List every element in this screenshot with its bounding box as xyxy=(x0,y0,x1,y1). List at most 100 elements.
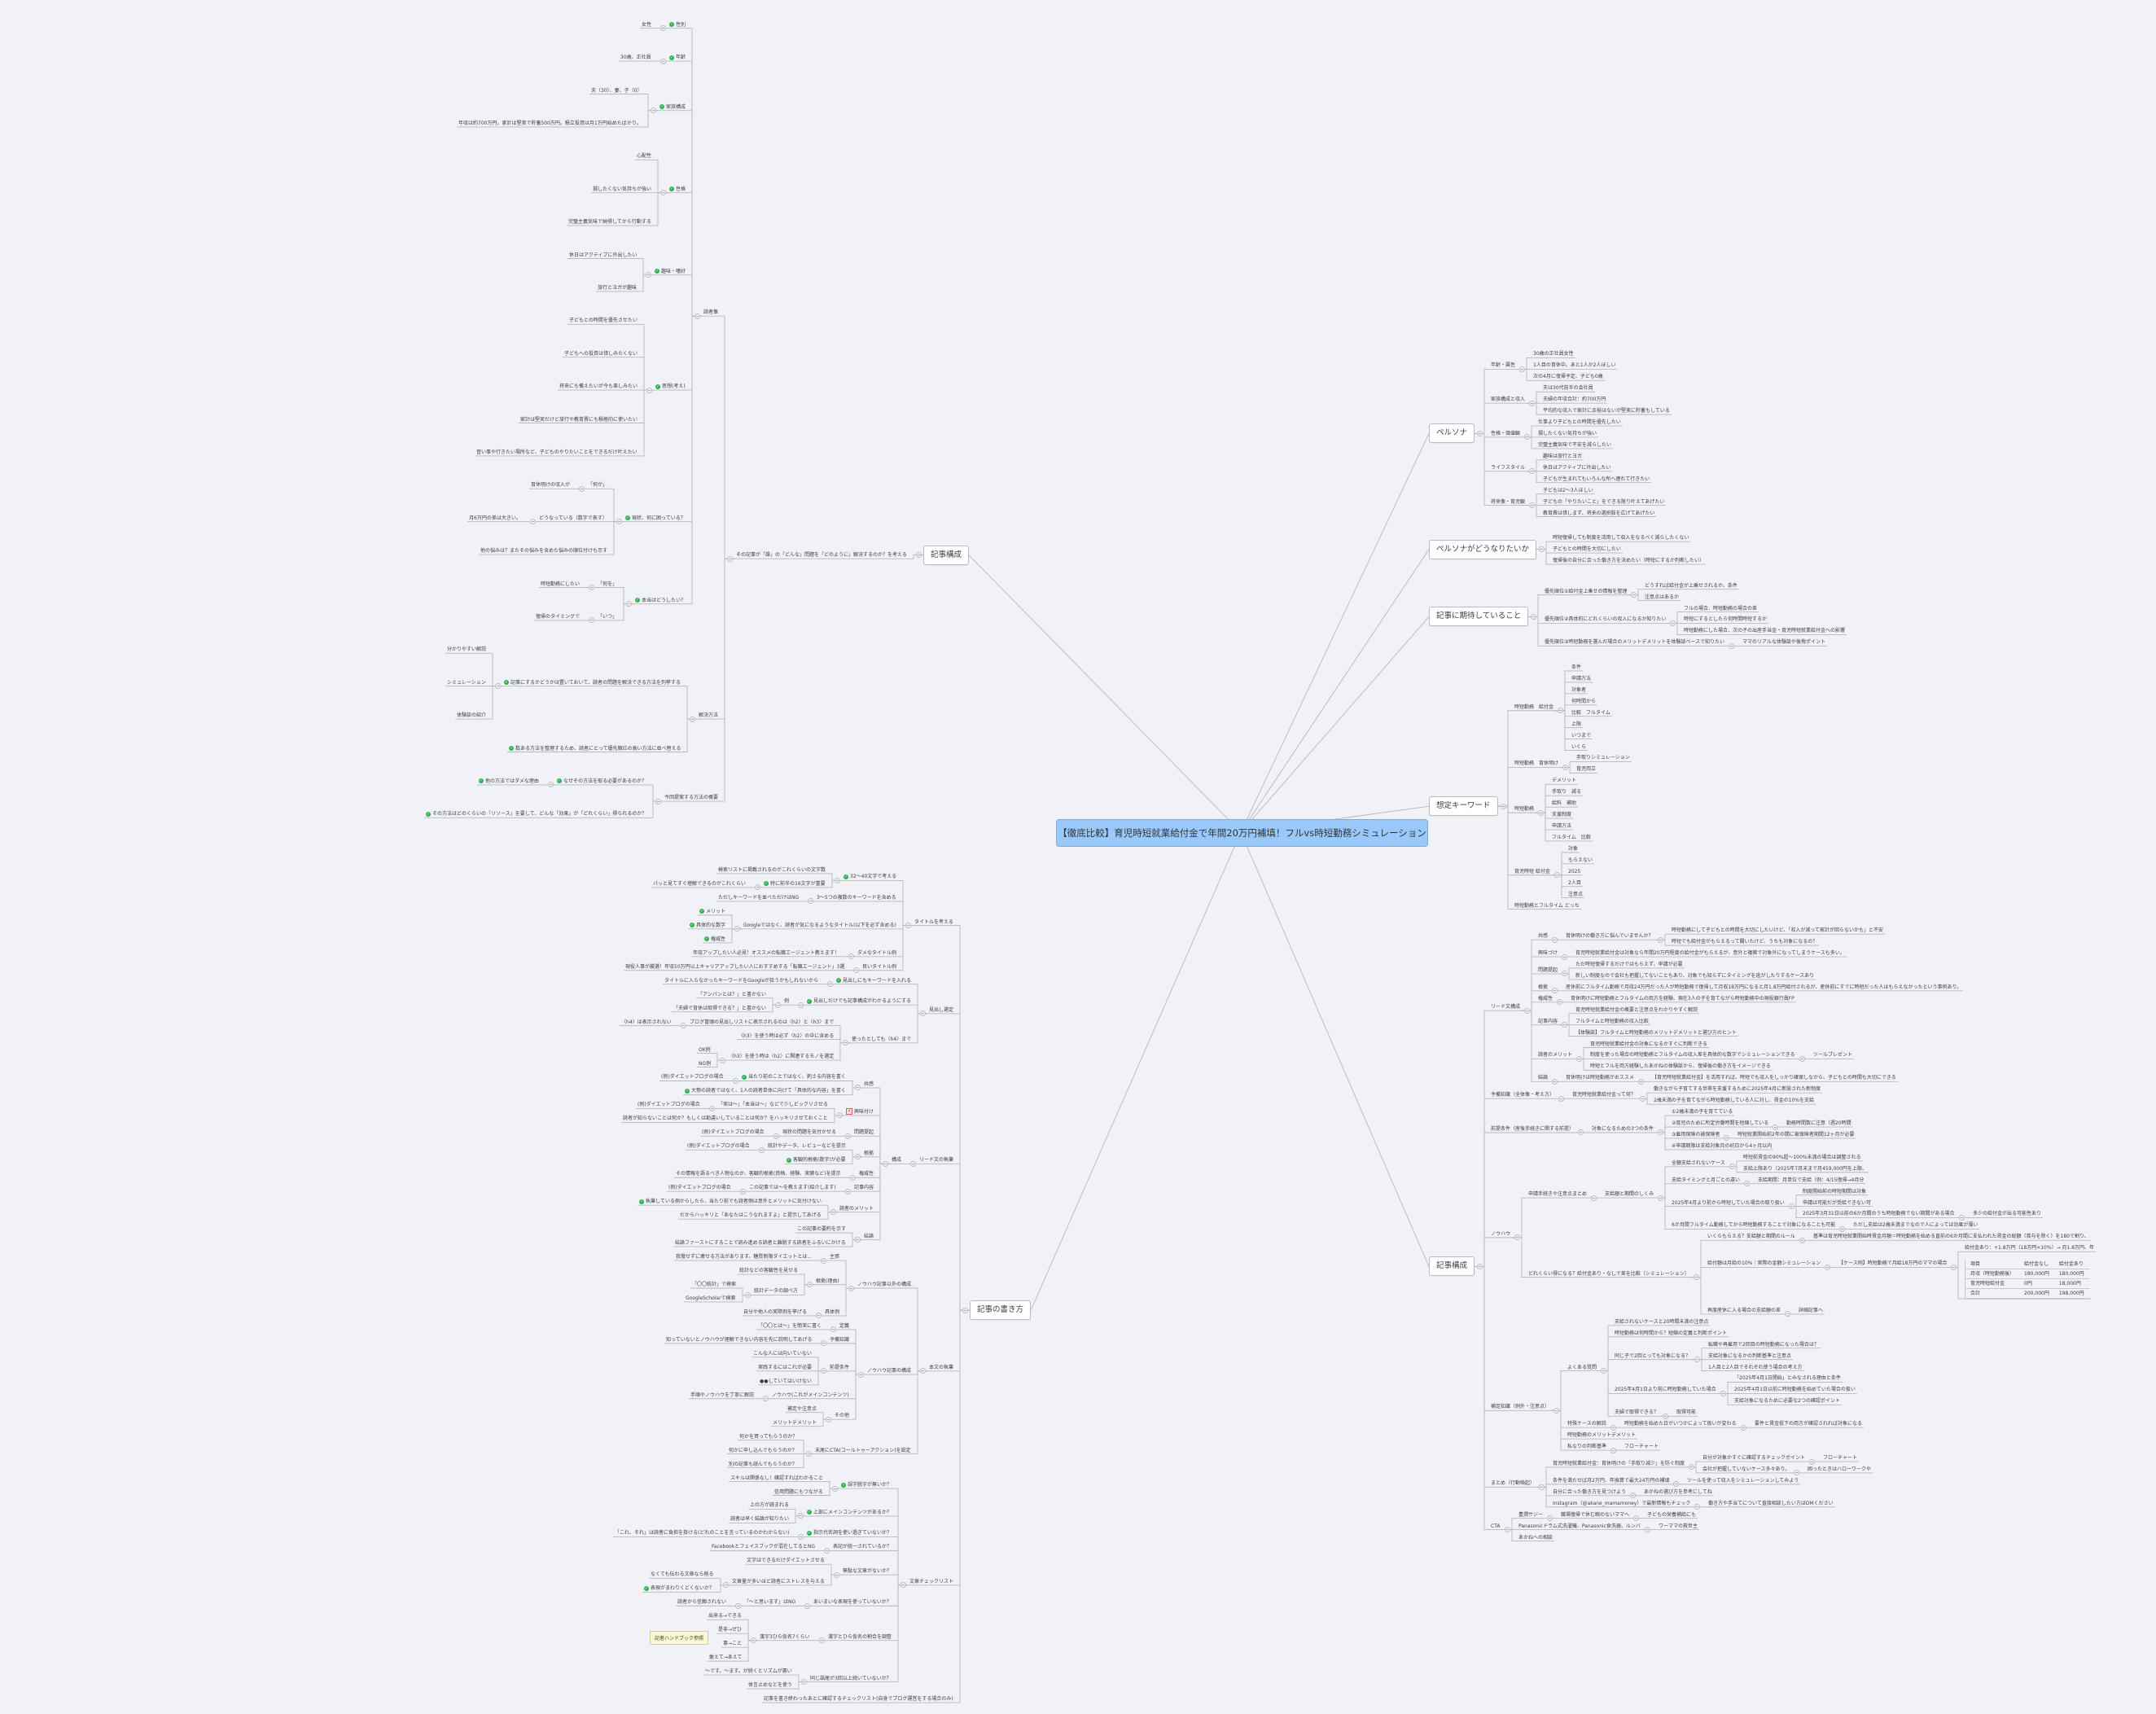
collapse-toggle-icon[interactable] xyxy=(689,716,695,722)
subtopic[interactable]: 家族構成と収入 xyxy=(1489,396,1527,403)
subtopic[interactable]: 記事を書き終わったあとに確認するチェックリスト(自身でブログ運営をする場合のみ) xyxy=(762,1695,955,1703)
subtopic[interactable]: フローチャート xyxy=(1821,1454,1859,1462)
subtopic[interactable]: 統計やデータ、レビューなどを提示 xyxy=(766,1142,848,1150)
subtopic[interactable]: フルタイム 比較 xyxy=(1550,834,1593,841)
subtopic[interactable]: あいまいな表現を使っていないか？ xyxy=(812,1598,893,1606)
branch-topic[interactable]: 記事構成 xyxy=(1429,1256,1475,1277)
collapse-toggle-icon[interactable] xyxy=(797,1002,804,1008)
collapse-toggle-icon[interactable] xyxy=(1590,1195,1597,1201)
subtopic[interactable]: 出来る→できる xyxy=(707,1612,743,1620)
subtopic[interactable]: 使ったとしても〈h4〉まで xyxy=(850,1036,913,1043)
subtopic[interactable]: ✓ 特に前半の16文字が重要 xyxy=(762,880,827,888)
collapse-toggle-icon[interactable] xyxy=(962,1307,968,1313)
collapse-toggle-icon[interactable] xyxy=(722,1582,729,1589)
collapse-toggle-icon[interactable] xyxy=(849,1174,856,1181)
collapse-toggle-icon[interactable] xyxy=(1610,1447,1616,1453)
collapse-toggle-icon[interactable] xyxy=(854,1154,861,1160)
subtopic[interactable]: 趣味は旅行とヨガ xyxy=(1541,453,1584,460)
collapse-toggle-icon[interactable] xyxy=(1694,1357,1700,1363)
subtopic[interactable]: 「〇〇とは〜」を簡潔に書く xyxy=(756,1322,823,1330)
subtopic[interactable]: その情報を語るべき人物なのか、客観的根拠(資格、経験、実績など)を提示 xyxy=(674,1170,843,1177)
collapse-toggle-icon[interactable] xyxy=(758,1146,765,1153)
subtopic[interactable]: 職場復帰で休む暇のないママへ xyxy=(1559,1511,1631,1519)
subtopic[interactable]: 勤務時間数に注意（週20時間 xyxy=(1785,1120,1853,1127)
subtopic[interactable]: 時短とフルを両方経験したあかねの体験談から、復帰後の働き方をイメージできる xyxy=(1589,1063,1773,1070)
subtopic[interactable]: 夫婦で取得できる？ xyxy=(1613,1409,1660,1416)
subtopic[interactable]: 給料 補助 xyxy=(1550,800,1578,807)
subtopic[interactable]: 基準は育児時短就業開始時賃金月額＝時短勤務を始める直前の6か月間に支払われた賃金… xyxy=(1812,1233,2091,1240)
collapse-toggle-icon[interactable] xyxy=(773,1133,779,1139)
subtopic[interactable]: ただ時短復帰するだけではもらえず、申請が必要 xyxy=(1574,961,1685,968)
collapse-toggle-icon[interactable] xyxy=(1577,1129,1584,1136)
subtopic[interactable]: ダメなタイトル例 xyxy=(856,949,898,957)
subtopic[interactable]: 夫は30代前半の会社員 xyxy=(1541,384,1595,392)
subtopic[interactable]: ✓ 大勢の読者ではなく、1人の読者単体に向けて「具体的な内容」を書く xyxy=(683,1087,848,1094)
subtopic[interactable]: 読者は早く結論が知りたい xyxy=(729,1515,791,1523)
collapse-toggle-icon[interactable] xyxy=(848,953,854,960)
collapse-toggle-icon[interactable] xyxy=(1740,1424,1746,1431)
subtopic[interactable]: その記事が「誰」の「どんな」問題を「どのように」解決するのか？を考える xyxy=(734,551,909,559)
subtopic[interactable]: 現状の問題を気付かせる xyxy=(781,1129,838,1136)
collapse-toggle-icon[interactable] xyxy=(900,1582,906,1589)
subtopic[interactable]: 子どもへの投資は惜しみたくない xyxy=(563,350,639,357)
central-topic[interactable]: 【徹底比較】育児時短就業給付金で年間20万円補填！フルvs時短勤務シミュレーショ… xyxy=(1056,819,1428,847)
subtopic[interactable]: 「これ、それ」は読者に負担を掛ける(どれのことを言っているのかわからない) xyxy=(613,1529,791,1536)
subtopic[interactable]: ✓ 当たり前のことではなく、刺さる内容を書く xyxy=(740,1073,848,1081)
collapse-toggle-icon[interactable] xyxy=(831,1485,838,1492)
subtopic[interactable]: 要件と賃金低下の両方が確認されれば対象になる xyxy=(1753,1420,1864,1427)
subtopic[interactable]: 自分や他人の実際例を挙げる xyxy=(742,1309,808,1316)
subtopic[interactable]: 記事内容 xyxy=(852,1184,875,1191)
subtopic[interactable]: ブログ冒頭の見出しリストに表示されるのは〈h2〉と〈h3〉まで xyxy=(688,1019,835,1026)
subtopic[interactable]: よくある質問 xyxy=(1566,1364,1598,1371)
subtopic[interactable]: 補足や注意点 xyxy=(786,1405,818,1413)
collapse-toggle-icon[interactable] xyxy=(1669,620,1676,626)
collapse-toggle-icon[interactable] xyxy=(800,1679,807,1686)
subtopic[interactable]: 予備知識（全体像・考え方） xyxy=(1489,1091,1556,1098)
subtopic[interactable]: × 興味付け xyxy=(844,1108,875,1116)
subtopic[interactable]: 新しい制度なので会社も把握してないこともあり、対象でも知らずにタイミングを逃がし… xyxy=(1574,972,1816,980)
subtopic[interactable]: 結論ファーストにすることで読み進める読者と離脱する読者をふるいにかける xyxy=(673,1239,848,1247)
subtopic[interactable]: 表記が統一されているか？ xyxy=(831,1543,893,1550)
subtopic[interactable]: 申請方法 xyxy=(1570,675,1593,682)
collapse-toggle-icon[interactable] xyxy=(1500,803,1506,809)
collapse-toggle-icon[interactable] xyxy=(1688,1464,1694,1471)
subtopic[interactable]: 支給対象になるために必要な2つの確認ポイント xyxy=(1733,1397,1842,1405)
subtopic[interactable]: だからハッキリと「あなたはこうなれますよ」と提示してあげる xyxy=(678,1212,823,1219)
subtopic[interactable]: (例)ダイエットブログの場合 xyxy=(686,1142,752,1150)
subtopic[interactable]: 月6万円の差は大きい。 xyxy=(467,515,523,522)
subtopic[interactable]: 30歳の正社員女性 xyxy=(1532,350,1575,357)
subtopic[interactable]: 優先順位①給付金上乗せの情報を整理 xyxy=(1543,588,1628,595)
subtopic[interactable]: ワーママの救世主 xyxy=(1657,1523,1699,1530)
subtopic[interactable]: 2025年4月1日より前に時短勤務していた場合 xyxy=(1613,1386,1718,1393)
subtopic[interactable]: 注意点 xyxy=(1567,891,1584,898)
subtopic[interactable]: 将来にも備えたいが今も楽しみたい xyxy=(558,383,639,390)
collapse-toggle-icon[interactable] xyxy=(1561,953,1567,960)
subtopic[interactable]: 時短にするとしたら何時間時短するか xyxy=(1682,616,1768,623)
subtopic[interactable]: 時短勤務にした場合、次の子の出産手当金・育児時短就業給付金への影響 xyxy=(1682,627,1847,634)
subtopic[interactable]: 習い事や行きたい場所など、子どものやりたいことをできるだけ叶えたい xyxy=(475,449,639,456)
collapse-toggle-icon[interactable] xyxy=(494,683,501,690)
subtopic[interactable]: 制度開始前の時短期間は対象 xyxy=(1801,1188,1868,1195)
branch-topic[interactable]: 記事の書き方 xyxy=(970,1300,1032,1321)
subtopic[interactable]: 将来像・育児観 xyxy=(1489,498,1527,506)
collapse-toggle-icon[interactable] xyxy=(857,1371,864,1378)
collapse-toggle-icon[interactable] xyxy=(1838,1225,1845,1232)
subtopic[interactable]: 手取りシミュレーション xyxy=(1575,754,1632,761)
collapse-toggle-icon[interactable] xyxy=(660,25,666,32)
subtopic[interactable]: 3〜5つの複数のキーワードを含める xyxy=(815,894,898,901)
subtopic[interactable]: 支給タイミングと月ごとの違い xyxy=(1670,1177,1742,1184)
subtopic[interactable]: ✓ 指示代名詞を使い過ぎていないか？ xyxy=(805,1529,893,1536)
subtopic[interactable]: 解決方法 xyxy=(697,712,720,719)
collapse-toggle-icon[interactable] xyxy=(1538,1484,1545,1490)
subtopic[interactable]: 申請手続きや注意点まとめ xyxy=(1527,1190,1589,1198)
subtopic[interactable]: 働き方や手当てについて直接相談したい方はDMください xyxy=(1707,1500,1835,1507)
collapse-toggle-icon[interactable] xyxy=(825,1416,831,1422)
subtopic[interactable]: あかねの選び方を参考にしてね xyxy=(1642,1488,1714,1496)
collapse-toggle-icon[interactable] xyxy=(815,1313,822,1319)
subtopic[interactable]: ✓ 客観的根拠(数字)が必要 xyxy=(785,1156,848,1164)
collapse-toggle-icon[interactable] xyxy=(616,519,622,525)
subtopic[interactable]: 1人目の育休中。あと1人か2人ほしい xyxy=(1532,362,1617,369)
subtopic[interactable]: 「実は〜」「本当は〜」などで少しビックリさせる xyxy=(716,1101,830,1108)
subtopic[interactable]: 「2025年4月1日開始」とみなされる理由と条件 xyxy=(1733,1374,1843,1382)
collapse-toggle-icon[interactable] xyxy=(1657,936,1663,943)
